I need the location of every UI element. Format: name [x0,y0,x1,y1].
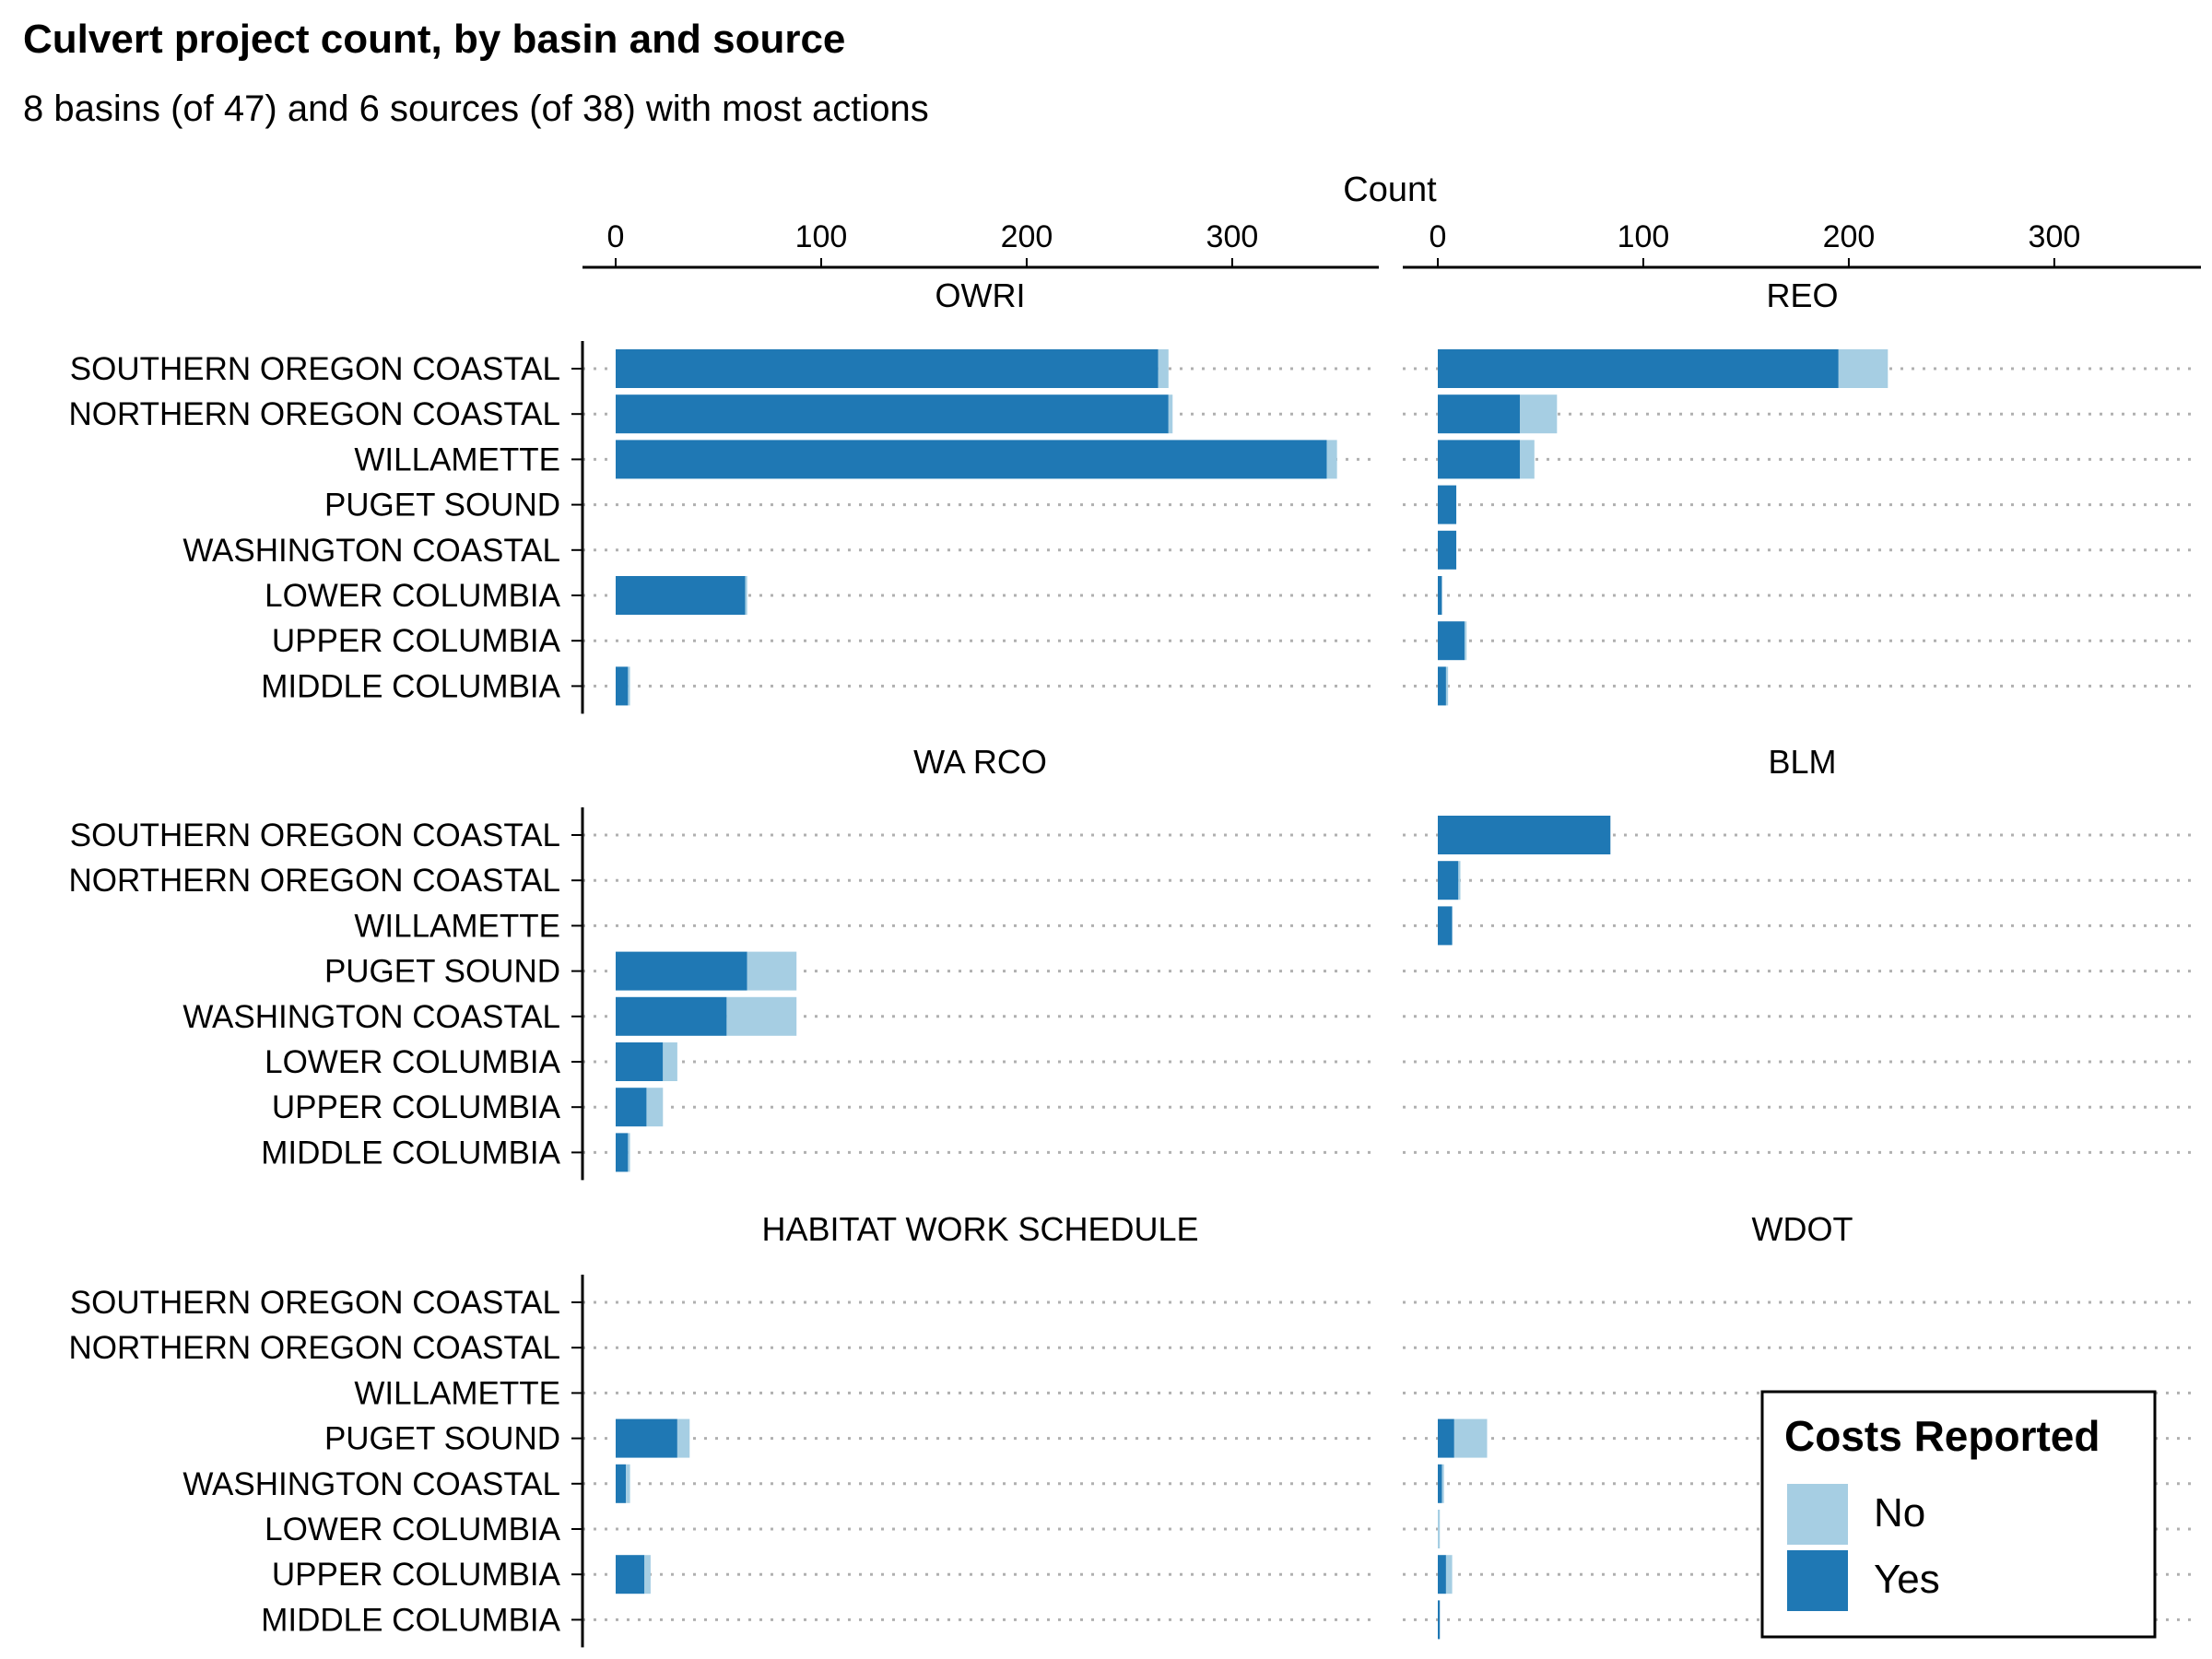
y-tick-label: MIDDLE COLUMBIA [261,1135,560,1171]
y-tick-label: SOUTHERN OREGON COASTAL [70,1285,560,1321]
legend-title: Costs Reported [1784,1412,2100,1460]
panel-title: WDOT [1752,1210,1853,1248]
y-tick-label: UPPER COLUMBIA [272,1089,561,1125]
y-tick-label: WILLAMETTE [354,908,560,944]
bar-no [1520,440,1535,479]
panel-title: OWRI [935,276,1026,314]
bar-yes [1438,440,1521,479]
bar-no [1520,394,1558,434]
bar-yes [1438,485,1457,524]
bar-yes [616,440,1327,479]
y-tick-label: NORTHERN OREGON COASTAL [69,863,561,899]
bar-yes [1438,666,1446,706]
y-tick-label: WILLAMETTE [354,441,560,477]
x-tick-label: 0 [1430,219,1447,254]
bar-yes [1438,349,1839,388]
bar-no [1453,1418,1488,1458]
bar-no [1464,621,1467,661]
bar-no [747,951,797,991]
y-tick-label: UPPER COLUMBIA [272,1557,561,1593]
bar-no [628,1133,630,1172]
y-tick-label: LOWER COLUMBIA [265,578,561,614]
y-tick-label: WASHINGTON COASTAL [182,999,560,1035]
y-tick-label: LOWER COLUMBIA [265,1044,561,1080]
bar-no [1445,1555,1453,1594]
bar-no [663,1042,677,1081]
bar-yes [616,996,727,1036]
y-tick-label: NORTHERN OREGON COASTAL [69,396,561,432]
bar-no [1158,349,1169,388]
y-tick-label: MIDDLE COLUMBIA [261,668,560,704]
bar-no [1458,861,1461,900]
x-tick-label: 0 [607,219,625,254]
bar-yes [1438,530,1457,570]
bar-no [726,996,797,1036]
panel-title: WA RCO [913,743,1047,781]
y-tick-label: LOWER COLUMBIA [265,1512,561,1547]
legend-label: No [1874,1490,1925,1535]
bar-yes [616,576,746,615]
bar-yes [1438,1600,1441,1640]
bar-yes [616,349,1159,388]
bar-no [1838,349,1888,388]
bar-no [644,1555,651,1594]
legend-label: Yes [1874,1557,1940,1602]
bar-no [1438,1510,1441,1548]
legend-swatch [1787,1550,1848,1611]
bar-no [646,1088,664,1127]
x-tick-label: 300 [1206,219,1259,254]
bar-yes [616,1042,664,1081]
x-tick-label: 300 [2029,219,2081,254]
y-tick-label: WASHINGTON COASTAL [182,1466,560,1502]
y-tick-label: WILLAMETTE [354,1375,560,1411]
chart-subtitle: 8 basins (of 47) and 6 sources (of 38) w… [23,88,929,129]
panel-title: BLM [1768,743,1836,781]
bar-yes [1438,1555,1446,1594]
y-tick-label: SOUTHERN OREGON COASTAL [70,351,560,387]
x-tick-label: 200 [1001,219,1053,254]
bar-yes [1438,906,1453,946]
bar-yes [616,951,747,991]
y-tick-label: UPPER COLUMBIA [272,623,561,659]
bar-yes [1438,1464,1442,1503]
y-tick-label: SOUTHERN OREGON COASTAL [70,818,560,853]
bar-yes [1438,576,1442,615]
bar-no [1168,394,1173,434]
y-tick-label: PUGET SOUND [324,488,560,524]
bar-yes [1438,621,1465,661]
chart-title: Culvert project count, by basin and sour… [23,17,846,62]
legend-swatch [1787,1484,1848,1545]
y-tick-label: PUGET SOUND [324,954,560,990]
x-tick-label: 200 [1823,219,1876,254]
bar-yes [616,1088,647,1127]
y-tick-label: MIDDLE COLUMBIA [261,1602,560,1638]
bar-no [1326,440,1337,479]
bar-no [626,1464,630,1503]
y-tick-label: NORTHERN OREGON COASTAL [69,1330,561,1366]
x-axis-title: Count [1343,171,1437,209]
bar-no [745,576,747,615]
bar-yes [616,1464,627,1503]
y-tick-label: WASHINGTON COASTAL [182,533,560,569]
panel-title: HABITAT WORK SCHEDULE [761,1210,1198,1248]
bar-no [628,666,630,706]
x-tick-label: 100 [1618,219,1670,254]
bar-yes [616,1555,645,1594]
panel-title: REO [1766,276,1838,314]
bar-yes [1438,394,1521,434]
bar-no [1441,1464,1444,1503]
bar-yes [616,1133,629,1172]
bar-yes [1438,861,1459,900]
bar-yes [1438,1418,1454,1458]
y-tick-label: PUGET SOUND [324,1421,560,1457]
bar-no [677,1418,690,1458]
bar-yes [616,1418,677,1458]
bar-yes [1438,816,1611,854]
x-tick-label: 100 [795,219,848,254]
bar-no [1445,666,1449,706]
bar-yes [616,394,1169,434]
bar-yes [616,666,629,706]
